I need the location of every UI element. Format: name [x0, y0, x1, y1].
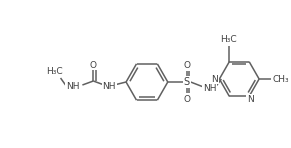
Text: N: N [247, 95, 253, 104]
Text: NH: NH [102, 82, 116, 91]
Text: S: S [184, 77, 190, 87]
Text: NH: NH [66, 82, 79, 91]
Text: H₃C: H₃C [46, 66, 63, 75]
Text: N: N [211, 74, 218, 83]
Text: NH: NH [203, 84, 216, 93]
Text: O: O [183, 95, 190, 103]
Text: O: O [90, 61, 97, 70]
Text: O: O [183, 61, 190, 70]
Text: CH₃: CH₃ [273, 74, 289, 83]
Text: H₃C: H₃C [220, 35, 237, 44]
